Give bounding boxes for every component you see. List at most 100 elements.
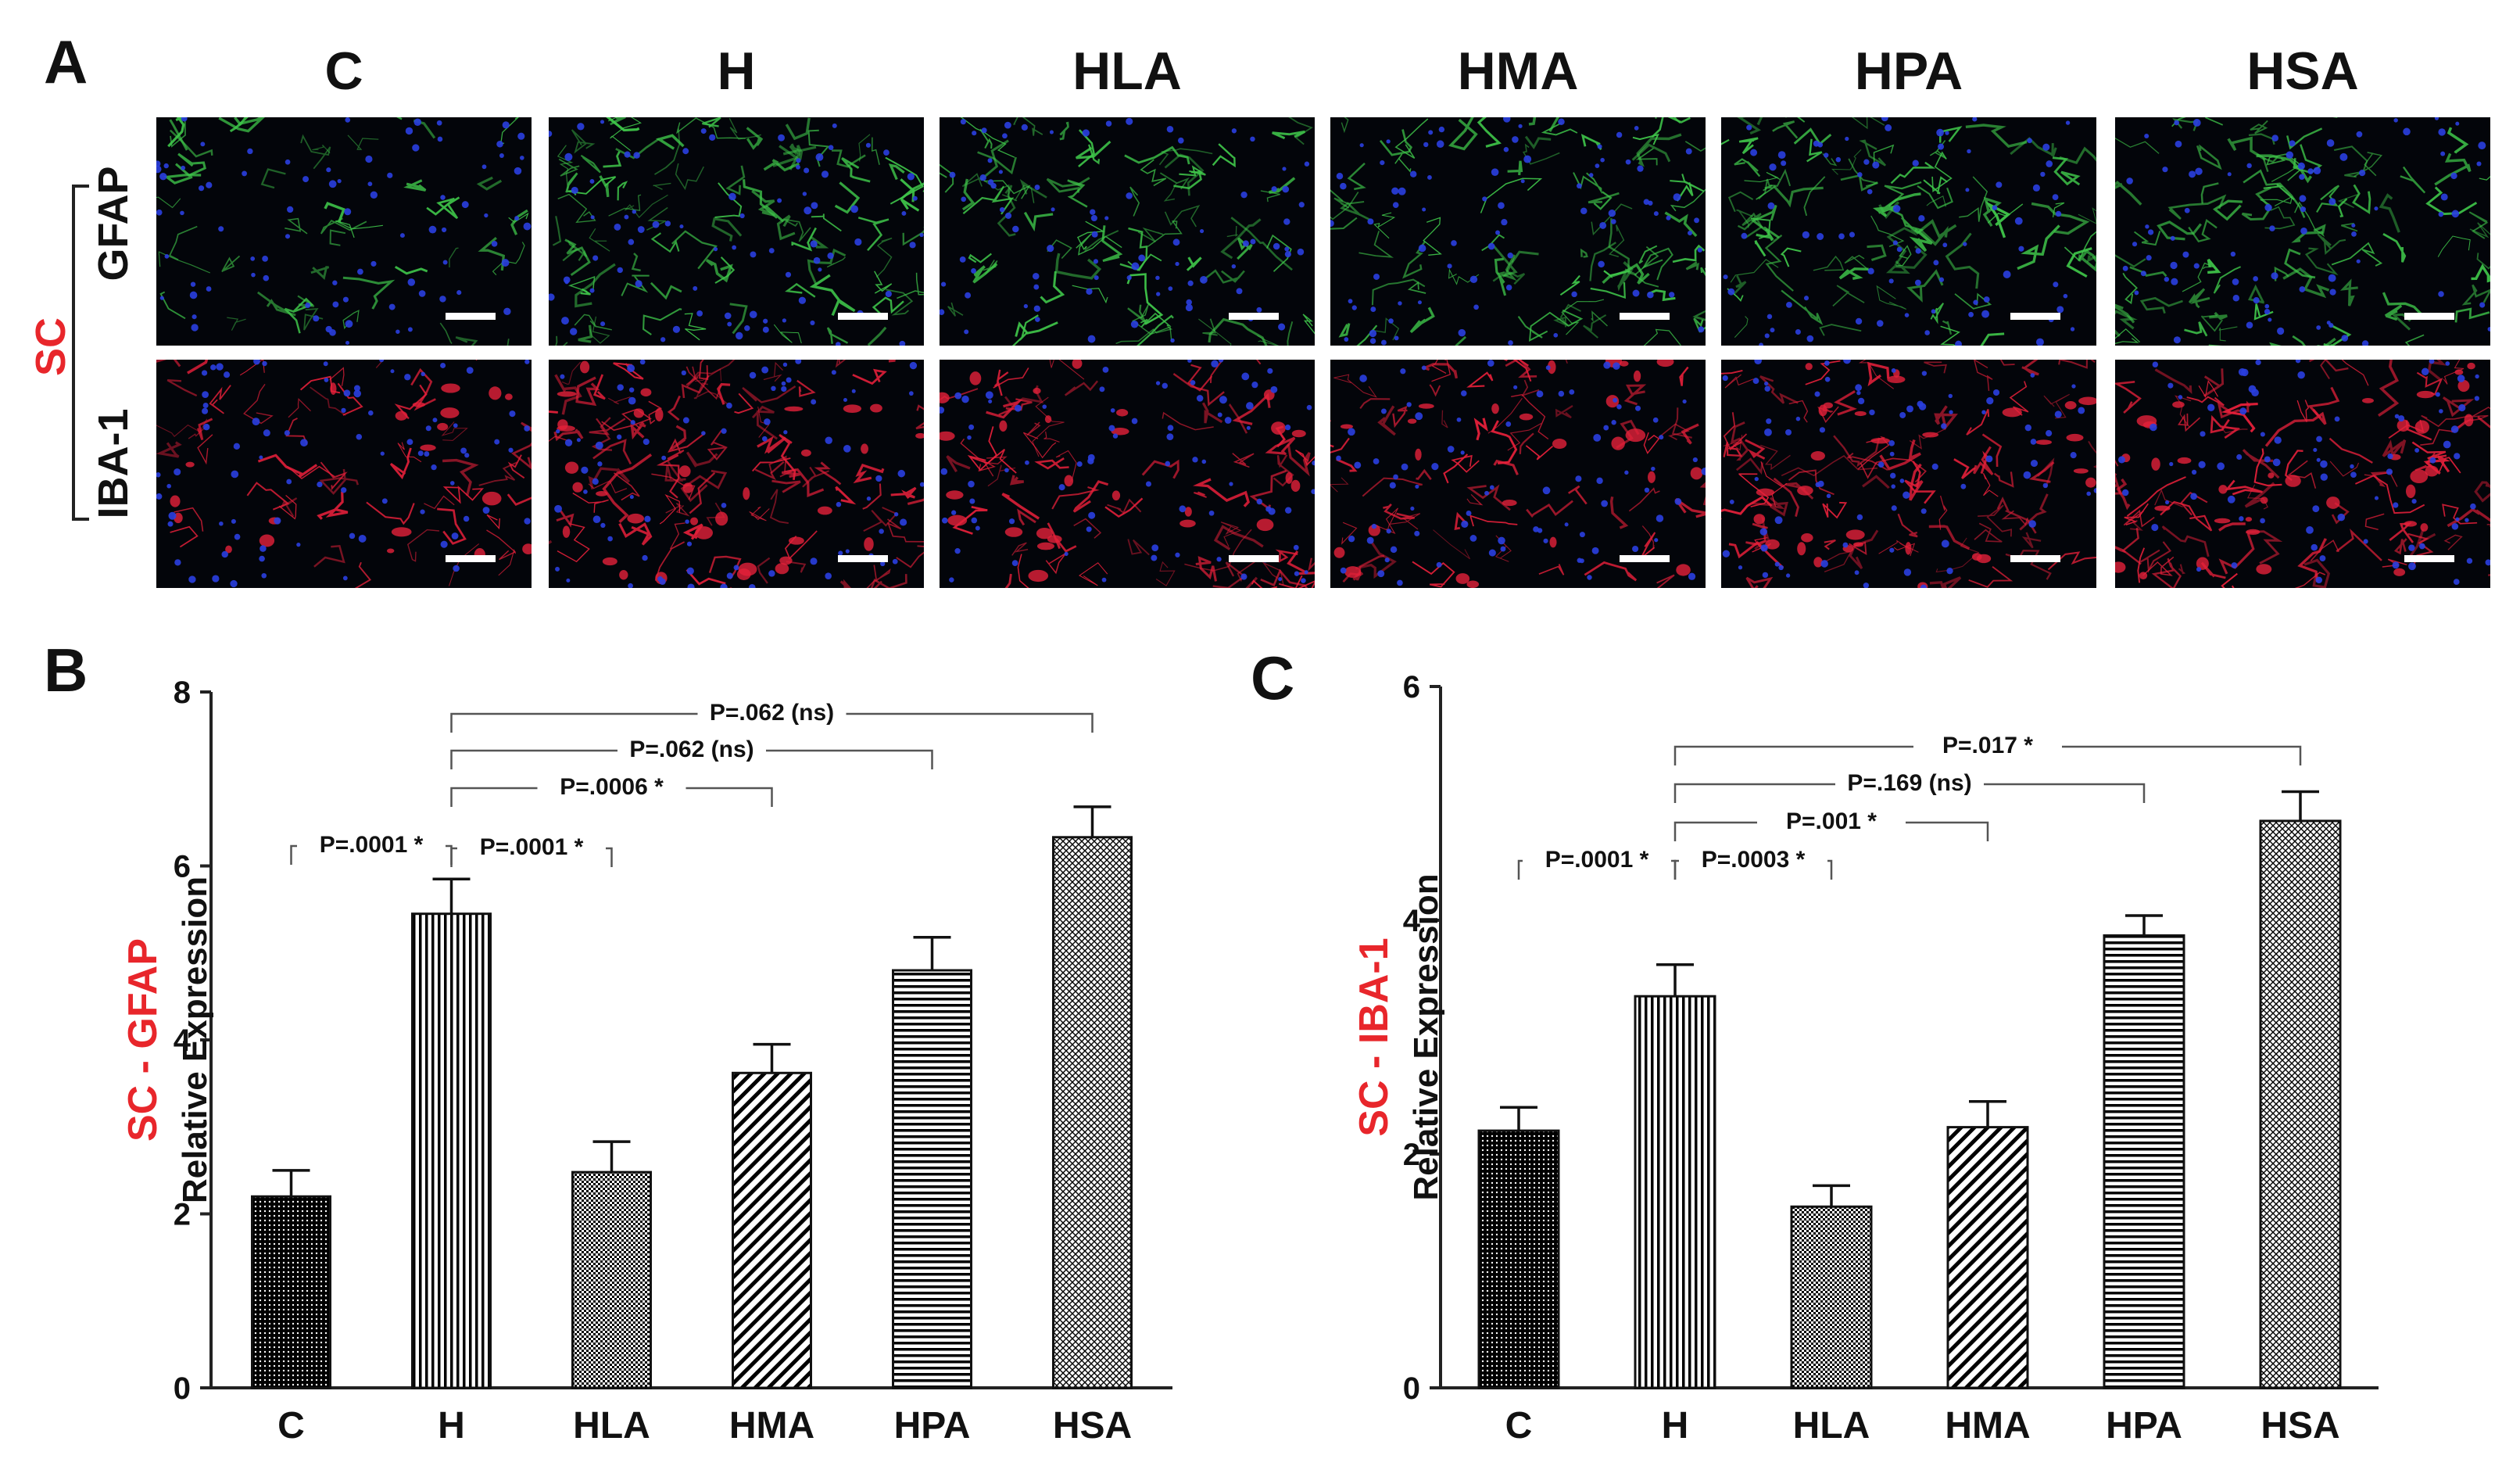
gfap-micrograph-hma <box>1330 117 1706 346</box>
comparison-bracket-c-h: P=.0001 * <box>290 823 453 865</box>
bar-hsa <box>2259 819 2342 1389</box>
scale-bar <box>838 313 888 320</box>
panel-letter-c: C <box>1251 643 1295 712</box>
iba1-bar-chart: 0 2 4 6 SC - IBA-1 Relative Expression C H HLA HM… <box>1251 641 2509 1459</box>
bar-c <box>251 1195 331 1389</box>
comparison-bracket-h-hma: P=.001 * <box>1673 799 1989 841</box>
y-axis-label-text: Relative Expression <box>1407 873 1445 1200</box>
comparison-label: P=.0003 * <box>1702 847 1806 873</box>
y-tick-label: 8 <box>174 676 191 710</box>
scale-bar <box>2404 313 2454 320</box>
scale-bar <box>1620 555 1670 562</box>
iba1-micrograph-hpa <box>1721 360 2096 588</box>
column-title-hpa: HPA <box>1854 41 1963 101</box>
comparison-bracket-h-hla: P=.0001 * <box>450 825 613 867</box>
bar-hla <box>571 1170 652 1389</box>
gfap-micrograph-c <box>156 117 532 346</box>
comparison-label: P=.169 (ns) <box>1847 770 1971 796</box>
y-tick-label: 0 <box>1403 1371 1420 1406</box>
scale-bar <box>1229 313 1279 320</box>
comparison-label: P=.062 (ns) <box>629 737 753 762</box>
bar-hpa <box>2103 934 2185 1389</box>
x-tick-label-hsa: HSA <box>1053 1405 1132 1446</box>
comparison-label: P=.0001 * <box>320 832 424 858</box>
bar-c <box>1477 1129 1560 1389</box>
column-title-hma: HMA <box>1457 41 1579 101</box>
x-tick-label-h: H <box>438 1405 465 1446</box>
x-tick-label-hma: HMA <box>1945 1405 2030 1446</box>
comparison-bracket-h-hsa: P=.017 * <box>1673 723 2302 765</box>
comparison-label: P=.0001 * <box>1545 847 1649 873</box>
region-label-sc: SC <box>27 317 74 376</box>
x-tick-label-hpa: HPA <box>2106 1405 2182 1446</box>
y-tick-label: 6 <box>174 850 191 884</box>
scale-bar <box>1229 555 1279 562</box>
row-label-gfap: GFAP <box>90 166 137 281</box>
x-tick-label-c: C <box>1505 1405 1533 1446</box>
column-title-hsa: HSA <box>2246 41 2359 101</box>
iba1-micrograph-hla <box>940 360 1315 588</box>
scale-bar <box>2010 555 2060 562</box>
x-tick-label-hma: HMA <box>729 1405 814 1446</box>
y-axis-label: SC - IBA-1 Relative Expression <box>1351 873 1445 1200</box>
y-axis-label-prefix: SC - IBA-1 <box>1351 937 1397 1136</box>
y-tick-label: 4 <box>1403 904 1421 938</box>
scale-bar <box>2404 555 2454 562</box>
y-axis-label-text: Relative Expression <box>176 876 214 1203</box>
gfap-chart-svg: 0 2 4 6 8 SC - GFAP Relative Expression C H HLA HM… <box>120 676 1172 1446</box>
y-tick-label: 4 <box>174 1023 192 1058</box>
gfap-micrograph-hla <box>940 117 1315 346</box>
x-tick-label-hsa: HSA <box>2260 1405 2339 1446</box>
iba1-micrograph-hsa <box>2115 360 2490 588</box>
x-tick-label-hla: HLA <box>573 1405 650 1446</box>
x-tick-label-h: H <box>1662 1405 1689 1446</box>
comparison-label: P=.017 * <box>1942 733 2033 758</box>
gfap-micrograph-hpa <box>1721 117 2096 346</box>
iba1-chart-svg: 0 2 4 6 SC - IBA-1 Relative Expression C H HLA HM… <box>1351 670 2379 1446</box>
comparison-label: P=.0006 * <box>560 774 664 800</box>
iba1-micrograph-h <box>549 360 924 588</box>
y-axis-label: SC - GFAP Relative Expression <box>120 876 214 1203</box>
column-title-h: H <box>717 41 756 101</box>
y-tick-label: 2 <box>1403 1138 1420 1172</box>
gfap-bar-chart: 0 2 4 6 8 SC - GFAP Relative Expression C H HLA HM… <box>0 641 1219 1459</box>
bar-h <box>1634 995 1716 1389</box>
iba1-micrograph-c <box>156 360 532 588</box>
gfap-micrograph-h <box>549 117 924 346</box>
comparison-label: P=.062 (ns) <box>710 700 834 726</box>
comparison-bracket-c-h: P=.0001 * <box>1517 837 1677 880</box>
bar-hla <box>1790 1205 1873 1389</box>
bar-hma <box>732 1071 812 1389</box>
scale-bar <box>1620 313 1670 320</box>
gfap-micrograph-hsa <box>2115 117 2490 346</box>
y-tick-label: 2 <box>174 1198 191 1232</box>
comparison-label: P=.0001 * <box>480 834 584 860</box>
comparison-bracket-h-hpa: P=.169 (ns) <box>1673 761 2146 803</box>
comparison-bracket-h-hla: P=.0003 * <box>1673 837 1833 880</box>
scale-bar <box>446 313 496 320</box>
scale-bar <box>446 555 496 562</box>
bar-hpa <box>892 969 972 1389</box>
panel-letter-b: B <box>44 636 88 704</box>
row-bracket <box>72 185 89 521</box>
column-title-c: C <box>324 41 363 101</box>
x-tick-label-hla: HLA <box>1793 1405 1870 1446</box>
x-tick-label-c: C <box>277 1405 305 1446</box>
scale-bar <box>2010 313 2060 320</box>
x-tick-label-hpa: HPA <box>894 1405 971 1446</box>
comparison-bracket-h-hsa: P=.062 (ns) <box>450 690 1094 733</box>
iba1-micrograph-hma <box>1330 360 1706 588</box>
y-tick-label: 6 <box>1403 670 1420 704</box>
y-tick-label: 0 <box>174 1371 191 1406</box>
row-label-iba1: IBA-1 <box>90 408 137 519</box>
bar-hma <box>1946 1126 2029 1389</box>
y-axis-label-prefix: SC - GFAP <box>120 938 166 1142</box>
comparison-bracket-h-hma: P=.0006 * <box>450 765 773 807</box>
bar-hsa <box>1052 836 1133 1389</box>
panel-letter-a: A <box>44 27 88 96</box>
comparison-label: P=.001 * <box>1786 808 1877 834</box>
bar-h <box>411 912 492 1389</box>
comparison-bracket-h-hpa: P=.062 (ns) <box>450 727 933 769</box>
scale-bar <box>838 555 888 562</box>
column-title-hla: HLA <box>1072 41 1182 101</box>
